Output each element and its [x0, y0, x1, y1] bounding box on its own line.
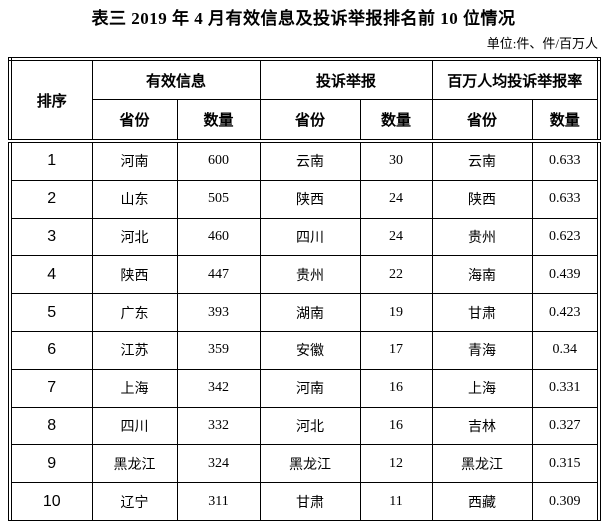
- province-cell: 广东: [91, 293, 178, 332]
- count-cell: 11: [359, 482, 433, 521]
- province-cell: 云南: [259, 140, 361, 181]
- count-cell: 0.309: [531, 482, 600, 521]
- header-group-row: 排序 有效信息 投诉举报 百万人均投诉举报率: [9, 58, 600, 143]
- province-cell: 海南: [431, 255, 533, 295]
- province-cell: 贵州: [259, 255, 361, 295]
- count-cell: 0.423: [531, 293, 600, 332]
- count-cell: 17: [359, 330, 433, 370]
- province-cell: 河北: [91, 217, 178, 257]
- count-cell: 12: [359, 444, 433, 484]
- count-cell: 0.315: [531, 444, 600, 484]
- count-cell: 0.633: [531, 179, 600, 219]
- header-group-complaints-per-million: 百万人均投诉举报率: [431, 58, 600, 100]
- rank-cell: 4: [9, 255, 93, 295]
- count-cell: 447: [176, 255, 261, 295]
- province-cell: 云南: [431, 140, 533, 181]
- count-cell: 311: [176, 482, 261, 521]
- province-cell: 陕西: [91, 255, 178, 295]
- rank-cell: 1: [9, 140, 93, 181]
- count-cell: 324: [176, 444, 261, 484]
- province-cell: 陕西: [259, 179, 361, 219]
- count-cell: 24: [359, 179, 433, 219]
- province-cell: 黑龙江: [431, 444, 533, 484]
- ranking-table: 排序 有效信息 投诉举报 百万人均投诉举报率 省份 数量 省份 数量 省份 数量…: [8, 57, 602, 521]
- table-row: 6 江苏 359 安徽 17 青海 0.34: [9, 330, 600, 370]
- province-cell: 江苏: [91, 330, 178, 370]
- header-province-2: 省份: [259, 99, 361, 143]
- count-cell: 359: [176, 330, 261, 370]
- count-cell: 0.633: [531, 140, 600, 181]
- header-group-complaints: 投诉举报: [259, 58, 433, 100]
- count-cell: 22: [359, 255, 433, 295]
- page-title: 表三 2019 年 4 月有效信息及投诉举报排名前 10 位情况: [91, 9, 516, 28]
- count-cell: 0.331: [531, 368, 600, 408]
- count-cell: 16: [359, 406, 433, 446]
- count-cell: 342: [176, 368, 261, 408]
- province-cell: 辽宁: [91, 482, 178, 521]
- count-cell: 24: [359, 217, 433, 257]
- header-rank: 排序: [9, 58, 93, 143]
- province-cell: 吉林: [431, 406, 533, 446]
- province-cell: 甘肃: [431, 293, 533, 332]
- table-row: 4 陕西 447 贵州 22 海南 0.439: [9, 255, 600, 295]
- header-count-2: 数量: [359, 99, 433, 143]
- province-cell: 河北: [259, 406, 361, 446]
- count-cell: 460: [176, 217, 261, 257]
- count-cell: 393: [176, 293, 261, 332]
- count-cell: 0.327: [531, 406, 600, 446]
- rank-cell: 6: [9, 330, 93, 370]
- rank-cell: 10: [9, 482, 93, 521]
- unit-note: 单位:件、件/百万人: [486, 36, 598, 51]
- table-row: 3 河北 460 四川 24 贵州 0.623: [9, 217, 600, 257]
- count-cell: 505: [176, 179, 261, 219]
- rank-cell: 9: [9, 444, 93, 484]
- table-row: 7 上海 342 河南 16 上海 0.331: [9, 368, 600, 408]
- province-cell: 四川: [91, 406, 178, 446]
- table-header: 排序 有效信息 投诉举报 百万人均投诉举报率 省份 数量 省份 数量 省份 数量: [9, 58, 600, 143]
- province-cell: 黑龙江: [259, 444, 361, 484]
- count-cell: 0.34: [531, 330, 600, 370]
- count-cell: 332: [176, 406, 261, 446]
- rank-cell: 7: [9, 368, 93, 408]
- count-cell: 16: [359, 368, 433, 408]
- rank-cell: 5: [9, 293, 93, 332]
- table-row: 2 山东 505 陕西 24 陕西 0.633: [9, 179, 600, 219]
- table-row: 10 辽宁 311 甘肃 11 西藏 0.309: [9, 482, 600, 521]
- count-cell: 0.439: [531, 255, 600, 295]
- table-body: 1 河南 600 云南 30 云南 0.633 2 山东 505 陕西 24 陕西 0.633 3 河北 460…: [9, 140, 600, 521]
- rank-cell: 2: [9, 179, 93, 219]
- table-row: 9 黑龙江 324 黑龙江 12 黑龙江 0.315: [9, 444, 600, 484]
- header-count-1: 数量: [176, 99, 261, 143]
- province-cell: 贵州: [431, 217, 533, 257]
- header-province-3: 省份: [431, 99, 533, 143]
- table-row: 8 四川 332 河北 16 吉林 0.327: [9, 406, 600, 446]
- table-row: 1 河南 600 云南 30 云南 0.633: [9, 140, 600, 181]
- province-cell: 河南: [259, 368, 361, 408]
- rank-cell: 8: [9, 406, 93, 446]
- table-row: 5 广东 393 湖南 19 甘肃 0.423: [9, 293, 600, 332]
- count-cell: 0.623: [531, 217, 600, 257]
- province-cell: 陕西: [431, 179, 533, 219]
- province-cell: 山东: [91, 179, 178, 219]
- province-cell: 四川: [259, 217, 361, 257]
- province-cell: 青海: [431, 330, 533, 370]
- header-group-valid-info: 有效信息: [91, 58, 261, 100]
- province-cell: 上海: [91, 368, 178, 408]
- province-cell: 安徽: [259, 330, 361, 370]
- province-cell: 黑龙江: [91, 444, 178, 484]
- count-cell: 19: [359, 293, 433, 332]
- header-count-3: 数量: [531, 99, 600, 143]
- province-cell: 西藏: [431, 482, 533, 521]
- province-cell: 河南: [91, 140, 178, 181]
- count-cell: 600: [176, 140, 261, 181]
- count-cell: 30: [359, 140, 433, 181]
- province-cell: 湖南: [259, 293, 361, 332]
- province-cell: 上海: [431, 368, 533, 408]
- rank-cell: 3: [9, 217, 93, 257]
- province-cell: 甘肃: [259, 482, 361, 521]
- header-sub-row: 省份 数量 省份 数量 省份 数量: [10, 99, 600, 143]
- header-province-1: 省份: [91, 99, 178, 143]
